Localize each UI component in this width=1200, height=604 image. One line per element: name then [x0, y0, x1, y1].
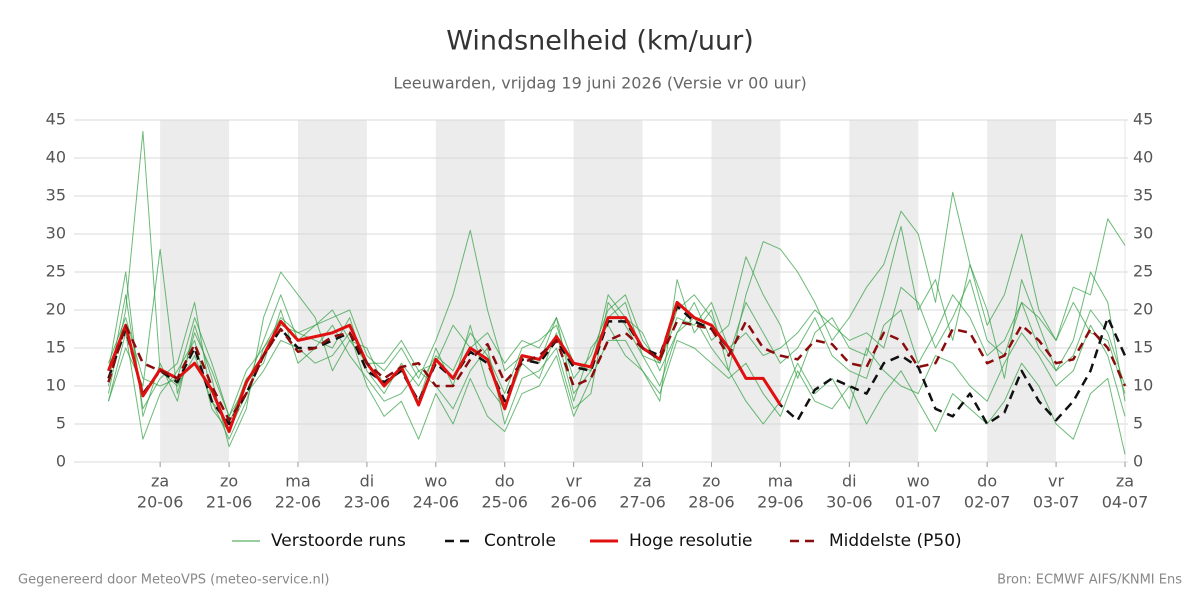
y2-tick-label: 45 [1133, 110, 1153, 129]
x-tick-date: 01-07 [895, 493, 942, 512]
x-tick-label: za [1116, 472, 1134, 491]
y2-tick-label: 15 [1133, 338, 1153, 357]
legend-label: Hoge resolutie [629, 531, 753, 551]
legend-label: Verstoorde runs [271, 531, 406, 551]
x-tick-label: vr [1048, 472, 1064, 491]
x-tick-date: 28-06 [688, 493, 735, 512]
y-tick-label: 10 [46, 376, 66, 395]
x-tick-date: 20-06 [137, 493, 184, 512]
x-tick-label: ma [285, 472, 310, 491]
footer-left: Gegenereerd door MeteoVPS (meteo-service… [18, 573, 329, 588]
y-tick-label: 0 [56, 452, 66, 471]
legend-label: Controle [484, 531, 556, 551]
x-tick-label: di [360, 472, 375, 491]
ensemble-line [107, 332, 1126, 455]
x-tick-date: 29-06 [757, 493, 804, 512]
x-tick-date: 02-07 [964, 493, 1011, 512]
y-tick-label: 5 [56, 414, 66, 433]
x-tick-label: zo [702, 472, 720, 491]
x-tick-date: 24-06 [413, 493, 460, 512]
x-tick-date: 27-06 [619, 493, 666, 512]
series-line [107, 300, 782, 434]
weekend-band [849, 120, 919, 462]
weekend-band [297, 120, 367, 462]
x-tick-label: zo [220, 472, 238, 491]
y2-tick-label: 35 [1133, 186, 1153, 205]
x-tick-label: di [842, 472, 857, 491]
weekend-band [987, 120, 1057, 462]
x-tick-label: do [977, 472, 997, 491]
x-tick-label: za [151, 472, 169, 491]
ensemble-line [107, 294, 1126, 425]
weekend-band [573, 120, 643, 462]
y2-tick-label: 20 [1133, 300, 1153, 319]
y-tick-label: 40 [46, 148, 66, 167]
x-tick-date: 22-06 [275, 493, 322, 512]
x-tick-date: 04-07 [1102, 493, 1149, 512]
y2-tick-label: 25 [1133, 262, 1153, 281]
y-tick-label: 20 [46, 300, 66, 319]
y2-tick-label: 10 [1133, 376, 1153, 395]
series-line [107, 320, 1127, 422]
y-tick-label: 15 [46, 338, 66, 357]
ensemble-line [107, 279, 1126, 417]
y-tick-label: 35 [46, 186, 66, 205]
x-tick-date: 23-06 [344, 493, 391, 512]
weekend-band [711, 120, 781, 462]
x-tick-label: wo [424, 472, 447, 491]
y2-tick-label: 40 [1133, 148, 1153, 167]
y2-tick-label: 5 [1133, 414, 1143, 433]
x-tick-date: 26-06 [550, 493, 597, 512]
y2-tick-label: 30 [1133, 224, 1153, 243]
x-tick-label: vr [566, 472, 582, 491]
chart-subtitle: Leeuwarden, vrijdag 19 juni 2026 (Versie… [393, 74, 806, 93]
x-tick-label: ma [768, 472, 793, 491]
x-tick-date: 30-06 [826, 493, 873, 512]
legend-label: Middelste (P50) [829, 531, 962, 551]
ensemble-line [107, 225, 1126, 417]
y-tick-label: 25 [46, 262, 66, 281]
x-tick-date: 03-07 [1033, 493, 1080, 512]
x-tick-date: 21-06 [206, 493, 253, 512]
weekend-band [435, 120, 505, 462]
y2-tick-label: 0 [1133, 452, 1143, 471]
x-tick-date: 25-06 [481, 493, 528, 512]
chart-title: Windsnelheid (km/uur) [446, 26, 754, 57]
y-tick-label: 45 [46, 110, 66, 129]
x-tick-label: wo [907, 472, 930, 491]
x-tick-label: za [633, 472, 651, 491]
footer-right: Bron: ECMWF AIFS/KNMI Ens [997, 573, 1182, 588]
x-tick-label: do [495, 472, 515, 491]
y-tick-label: 30 [46, 224, 66, 243]
